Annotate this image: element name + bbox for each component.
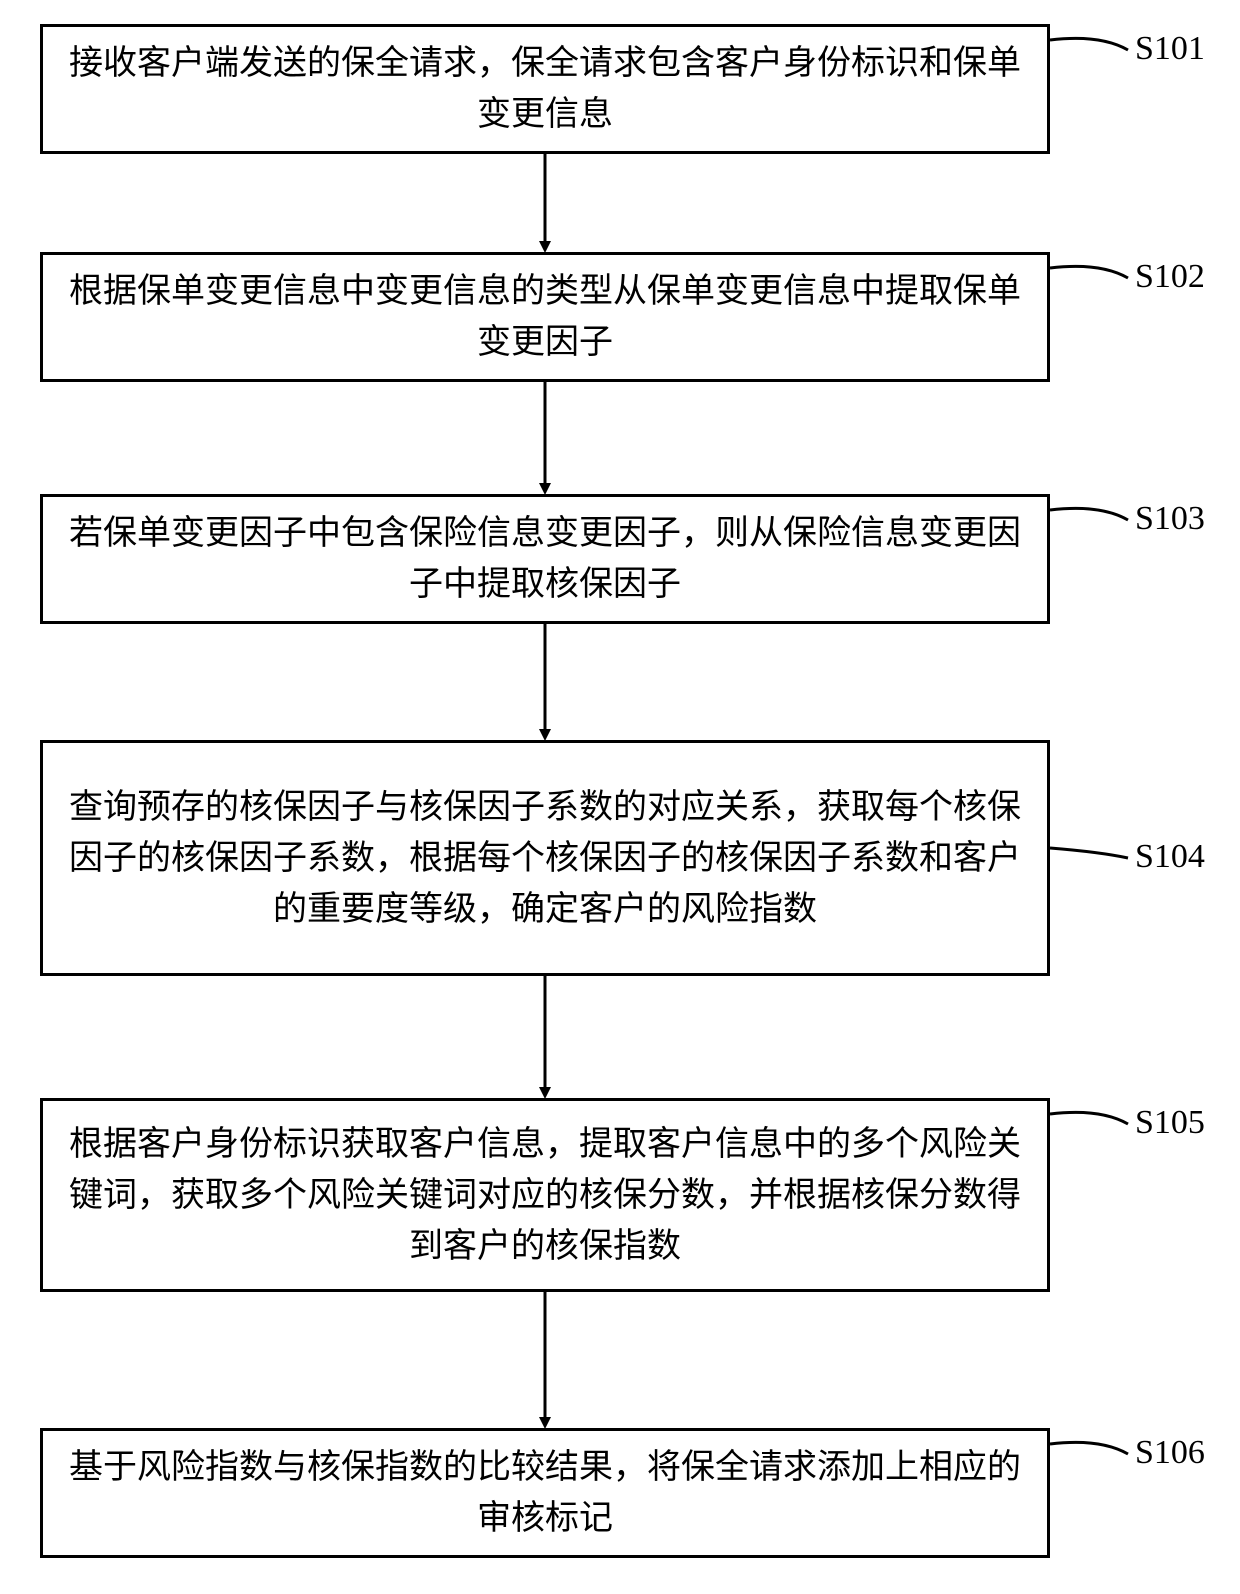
flow-node-s106: 基于风险指数与核保指数的比较结果，将保全请求添加上相应的审核标记: [40, 1428, 1050, 1558]
flow-node-text: 若保单变更因子中包含保险信息变更因子，则从保险信息变更因子中提取核保因子: [63, 508, 1027, 610]
flow-node-text: 根据保单变更信息中变更信息的类型从保单变更信息中提取保单变更因子: [63, 266, 1027, 368]
flow-node-s104: 查询预存的核保因子与核保因子系数的对应关系，获取每个核保因子的核保因子系数，根据…: [40, 740, 1050, 976]
flow-node-text: 接收客户端发送的保全请求，保全请求包含客户身份标识和保单变更信息: [63, 38, 1027, 140]
flow-node-s101: 接收客户端发送的保全请求，保全请求包含客户身份标识和保单变更信息: [40, 24, 1050, 154]
step-label-s106: S106: [1135, 1434, 1205, 1472]
label-connector-4: [1050, 1112, 1128, 1124]
flow-node-text: 基于风险指数与核保指数的比较结果，将保全请求添加上相应的审核标记: [63, 1442, 1027, 1544]
step-label-s104: S104: [1135, 838, 1205, 876]
label-connector-5: [1050, 1442, 1128, 1454]
step-label-s102: S102: [1135, 258, 1205, 296]
label-connector-2: [1050, 508, 1128, 520]
flowchart-canvas: 接收客户端发送的保全请求，保全请求包含客户身份标识和保单变更信息根据保单变更信息…: [0, 0, 1240, 1594]
flow-node-text: 查询预存的核保因子与核保因子系数的对应关系，获取每个核保因子的核保因子系数，根据…: [63, 782, 1027, 935]
step-label-s103: S103: [1135, 500, 1205, 538]
flow-node-text: 根据客户身份标识获取客户信息，提取客户信息中的多个风险关键词，获取多个风险关键词…: [63, 1119, 1027, 1272]
label-connector-0: [1050, 38, 1128, 50]
step-label-s105: S105: [1135, 1104, 1205, 1142]
flow-node-s103: 若保单变更因子中包含保险信息变更因子，则从保险信息变更因子中提取核保因子: [40, 494, 1050, 624]
flow-node-s102: 根据保单变更信息中变更信息的类型从保单变更信息中提取保单变更因子: [40, 252, 1050, 382]
flow-node-s105: 根据客户身份标识获取客户信息，提取客户信息中的多个风险关键词，获取多个风险关键词…: [40, 1098, 1050, 1292]
label-connector-3: [1050, 848, 1128, 858]
step-label-s101: S101: [1135, 30, 1205, 68]
label-connector-1: [1050, 266, 1128, 278]
